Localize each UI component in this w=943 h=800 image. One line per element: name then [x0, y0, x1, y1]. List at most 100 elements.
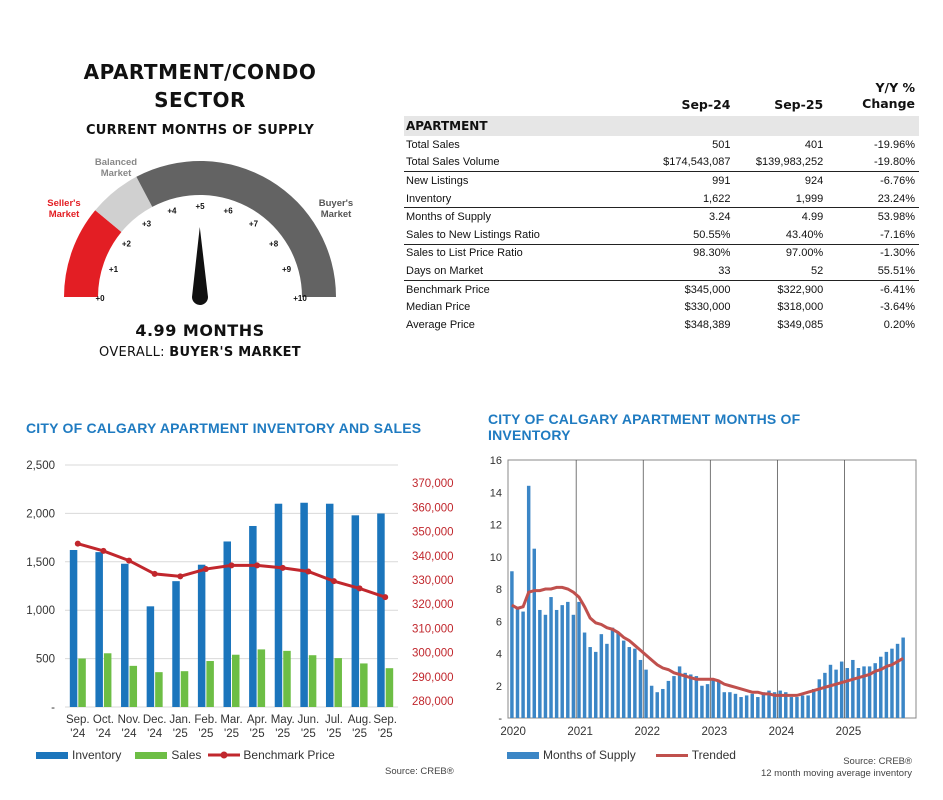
- months-of-supply-bar: [554, 609, 559, 718]
- inventory-bar: [172, 581, 180, 707]
- months-of-supply-bar: [621, 640, 626, 718]
- header-yoy: Y/Y %: [875, 80, 915, 95]
- inventory-bar: [95, 552, 103, 707]
- inventory-bar: [300, 502, 308, 707]
- sales-bar: [283, 650, 291, 707]
- benchmark-price-point: [228, 562, 235, 569]
- chart2-source-line2: 12 month moving average inventory: [760, 768, 912, 779]
- left-axis-tick-label: 2,000: [26, 508, 55, 520]
- table-row: Median Price $330,000 $318,000 -3.64%: [404, 298, 919, 316]
- x-axis-tick-label: Apr.: [247, 714, 267, 726]
- y-axis-tick-label: 14: [490, 487, 502, 499]
- benchmark-price-point: [279, 564, 286, 571]
- months-of-supply-bar: [515, 606, 520, 718]
- chart2-source-line1: Source: CREB®: [843, 756, 912, 767]
- sector-title: APARTMENT/CONDO SECTOR: [60, 58, 340, 114]
- inventory-sales-chart: - 500 1,000 1,500 2,000 2,500 280,000 290,000 30…: [26, 460, 454, 740]
- inventory-bar: [69, 549, 78, 707]
- sep-24-value: 991: [712, 174, 731, 187]
- gauge-needle: [192, 227, 208, 305]
- months-of-supply-bar: [510, 571, 514, 718]
- left-axis-tick-label: 1,500: [26, 557, 55, 569]
- overall-prefix: OVERALL:: [99, 345, 170, 360]
- yoy-change-value: -19.96%: [874, 138, 915, 151]
- months-of-supply-bar: [879, 656, 883, 718]
- y-axis-tick-label: 12: [490, 520, 502, 532]
- right-axis-tick-label: 360,000: [412, 502, 454, 514]
- chart2-title-line1: CITY OF CALGARY APARTMENT MONTHS OF: [488, 411, 801, 427]
- yoy-change-value: -19.80%: [827, 153, 919, 173]
- months-of-supply-bar: [744, 695, 749, 718]
- y-axis-tick-label: 2: [496, 681, 502, 693]
- gauge-seller-segment: [64, 210, 122, 297]
- months-of-supply-bar: [756, 697, 760, 718]
- legend-inventory-swatch: [36, 751, 68, 759]
- metric-label: Months of Supply: [406, 211, 491, 224]
- months-of-supply-bar: [901, 637, 905, 718]
- months-of-supply-bar: [867, 666, 872, 718]
- months-of-supply-bar: [689, 674, 693, 718]
- table-row: Days on Market 33 52 55.51%: [404, 262, 919, 281]
- x-axis-tick-label: Jun.: [297, 714, 319, 726]
- chart1-source: Source: CREB®: [385, 766, 454, 777]
- header-blank: [404, 80, 632, 116]
- yoy-change-value: -6.41%: [880, 283, 915, 296]
- x-axis-tick-label: Mar.: [220, 714, 242, 726]
- right-axis-tick-label: 290,000: [412, 672, 454, 684]
- months-of-supply-bar: [856, 668, 861, 718]
- legend-trended-label: Trended: [691, 748, 736, 762]
- x-axis-tick-label: 2024: [769, 726, 795, 738]
- inventory-sales-chart-title: CITY OF CALGARY APARTMENT INVENTORY AND …: [26, 420, 422, 436]
- sales-bar: [180, 671, 189, 707]
- months-of-supply-bar: [839, 661, 844, 718]
- x-axis-tick-label: 2025: [836, 726, 862, 738]
- right-axis-tick-label: 370,000: [412, 478, 454, 490]
- chart2-legend: Months of Supply Trended: [507, 748, 736, 762]
- months-of-supply-bar: [677, 666, 682, 718]
- left-axis-tick-label: 1,000: [26, 605, 55, 617]
- sep-25-value: 52: [734, 262, 828, 281]
- benchmark-price-point: [126, 557, 133, 564]
- yoy-change-value: -1.30%: [880, 247, 915, 260]
- header-change: Change: [862, 96, 915, 111]
- sep-25-value: 924: [804, 174, 824, 187]
- seller-label-line1: Seller's: [47, 198, 81, 209]
- months-of-supply-bar: [778, 690, 782, 718]
- legend-months-swatch: [507, 751, 539, 759]
- months-of-supply-bar: [873, 663, 877, 718]
- sep-24-value: 501: [712, 138, 731, 151]
- benchmark-price-point: [100, 547, 107, 554]
- table-row: Sales to List Price Ratio 98.30% 97.00% -1.…: [404, 244, 919, 262]
- yoy-change-value: -6.76%: [880, 174, 915, 187]
- legend-inventory-label: Inventory: [72, 748, 122, 762]
- legend-sales-label: Sales: [171, 748, 202, 762]
- inventory-bar: [249, 525, 257, 707]
- sales-bar: [334, 658, 342, 707]
- right-axis-tick-label: 350,000: [412, 527, 454, 539]
- sep-25-value: $139,983,252: [734, 153, 828, 173]
- months-of-supply-bar: [543, 614, 548, 718]
- x-axis-tick-label: '25: [275, 728, 290, 740]
- inventory-bar: [351, 515, 360, 707]
- x-axis-tick-label: '24: [147, 728, 163, 740]
- months-of-supply-bar: [694, 676, 699, 718]
- chart2-title-line2: INVENTORY: [488, 427, 571, 443]
- months-of-supply-bar: [761, 692, 766, 718]
- months-of-supply-bar: [610, 627, 615, 718]
- months-of-supply-bar: [532, 548, 537, 718]
- months-of-supply-bar: [795, 697, 799, 718]
- benchmark-price-point: [382, 594, 389, 601]
- x-axis-tick-label: '25: [352, 728, 367, 740]
- x-axis-tick-label: Jan.: [169, 714, 191, 726]
- x-axis-tick-label: 2020: [500, 726, 526, 738]
- overall-market: OVERALL: BUYER'S MARKET: [60, 345, 340, 360]
- months-of-supply-bar: [672, 676, 676, 718]
- inventory-bar: [223, 541, 231, 707]
- table-section-row: APARTMENT: [404, 116, 919, 136]
- metric-label: Average Price: [406, 318, 475, 331]
- sales-bar: [257, 649, 266, 707]
- yoy-change-value: 23.24%: [827, 189, 919, 209]
- months-of-supply-bar: [582, 632, 587, 718]
- x-axis-tick-label: Aug.: [348, 714, 372, 726]
- x-axis-tick-label: Oct.: [93, 714, 114, 726]
